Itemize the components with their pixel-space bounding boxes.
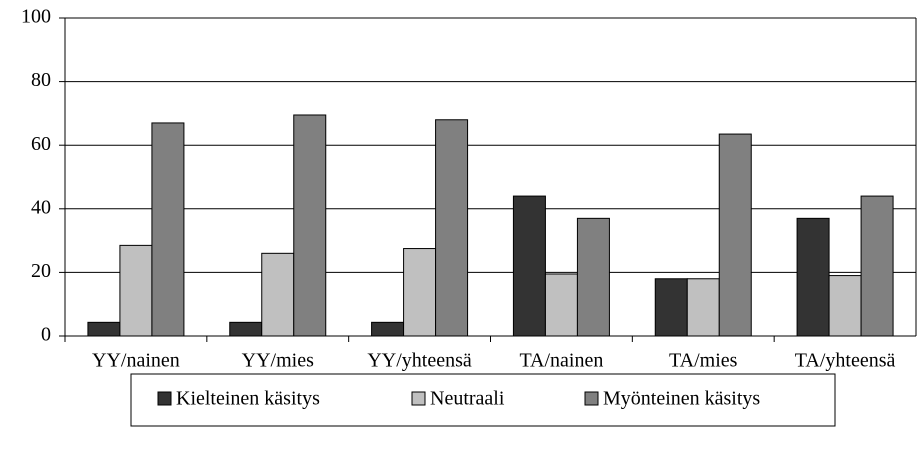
bar bbox=[576, 217, 610, 337]
legend-label: Myönteinen käsitys bbox=[603, 388, 760, 410]
bar bbox=[435, 119, 469, 337]
legend-label: Neutraali bbox=[430, 388, 505, 410]
bar bbox=[686, 278, 720, 337]
x-tick-label: YY/mies bbox=[242, 350, 314, 372]
x-tick-label: YY/yhteensä bbox=[367, 350, 472, 372]
bar bbox=[229, 321, 263, 337]
bar bbox=[293, 114, 327, 337]
bar bbox=[403, 248, 437, 337]
bar bbox=[544, 273, 578, 337]
bar bbox=[860, 195, 894, 337]
bar bbox=[796, 217, 830, 337]
legend-swatch bbox=[584, 391, 599, 406]
y-tick-label: 0 bbox=[41, 324, 51, 346]
bar bbox=[371, 321, 405, 337]
legend-box bbox=[130, 373, 836, 427]
bar bbox=[119, 244, 153, 337]
x-tick-label: TA/mies bbox=[669, 350, 738, 372]
bar bbox=[654, 278, 688, 337]
legend-label: Kielteinen käsitys bbox=[176, 388, 320, 410]
bar bbox=[718, 133, 752, 337]
bar bbox=[512, 195, 546, 337]
bar bbox=[828, 275, 862, 337]
y-tick-label: 80 bbox=[31, 69, 51, 91]
legend-swatch bbox=[411, 391, 426, 406]
y-tick-label: 60 bbox=[31, 133, 51, 155]
y-tick-label: 40 bbox=[31, 196, 51, 218]
bar bbox=[261, 252, 295, 337]
x-tick-label: TA/yhteensä bbox=[795, 350, 896, 372]
bar bbox=[87, 321, 121, 337]
legend-swatch bbox=[157, 391, 172, 406]
bar bbox=[151, 122, 185, 337]
y-tick-label: 100 bbox=[21, 6, 51, 28]
y-tick-label: 20 bbox=[31, 260, 51, 282]
x-tick-label: TA/nainen bbox=[519, 350, 603, 372]
x-tick-label: YY/nainen bbox=[92, 350, 180, 372]
